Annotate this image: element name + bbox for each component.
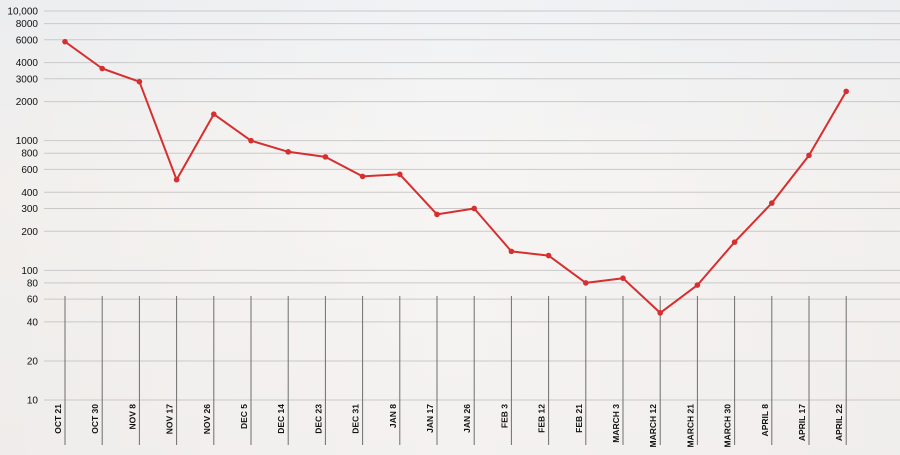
data-point xyxy=(359,173,366,180)
y-tick-label: 8000 xyxy=(16,19,39,30)
x-tick-label: JAN 8 xyxy=(388,404,398,428)
x-tick-label: DEC 5 xyxy=(239,404,249,429)
data-point xyxy=(806,152,812,159)
data-point xyxy=(434,211,440,218)
x-tick-label: FEB 12 xyxy=(537,404,547,433)
data-point xyxy=(285,149,292,155)
data-point xyxy=(731,239,738,245)
x-tick-label: NOV 17 xyxy=(165,404,175,435)
x-tick-label: OCT 21 xyxy=(53,404,63,434)
x-tick-label: APRIL 17 xyxy=(797,404,807,441)
x-tick-label: FEB 21 xyxy=(574,404,584,433)
data-point xyxy=(657,310,663,316)
x-tick-label: JAN 17 xyxy=(425,404,435,433)
x-tick-label: DEC 31 xyxy=(351,404,361,434)
y-tick-label: 6000 xyxy=(16,35,39,46)
y-tick-label: 40 xyxy=(27,317,39,328)
x-tick-label: NOV 8 xyxy=(127,404,137,430)
x-tick-label: FEB 3 xyxy=(499,404,509,428)
x-tick-label: APRIL 22 xyxy=(834,404,844,441)
y-tick-label: 80 xyxy=(27,278,39,289)
y-tick-label: 4000 xyxy=(16,58,39,69)
y-tick-label: 100 xyxy=(21,266,38,277)
y-tick-label: 10,000 xyxy=(7,7,38,18)
y-tick-label: 10 xyxy=(27,396,39,407)
series-line xyxy=(64,40,848,314)
x-tick-label: MARCH 3 xyxy=(611,404,621,443)
data-point xyxy=(508,248,515,255)
data-point xyxy=(173,176,180,183)
data-point xyxy=(62,38,68,45)
x-tick-label: APRIL 8 xyxy=(760,404,770,437)
x-tick-label: NOV 26 xyxy=(202,404,212,435)
grid-lines xyxy=(44,10,900,401)
data-point xyxy=(99,65,105,72)
y-tick-label: 200 xyxy=(21,227,38,238)
x-tick-label: MARCH 30 xyxy=(723,404,733,448)
data-point xyxy=(843,88,849,95)
y-tick-label: 60 xyxy=(27,295,39,306)
x-axis-ticks: OCT 21 OCT 30 NOV 8 NOV 17 NOV 26 DEC 5 DEC 14… xyxy=(53,404,844,448)
data-point xyxy=(397,171,403,178)
y-tick-label: 1000 xyxy=(16,136,39,147)
x-tick-label: MARCH 12 xyxy=(648,404,658,448)
data-point xyxy=(211,111,217,117)
data-point xyxy=(694,282,701,288)
data-point xyxy=(471,205,478,212)
data-points xyxy=(62,38,849,316)
x-tick-label: DEC 14 xyxy=(276,404,286,434)
data-point xyxy=(620,275,626,281)
category-lines xyxy=(64,296,847,445)
data-point xyxy=(583,280,589,286)
y-tick-label: 800 xyxy=(21,149,38,160)
data-point xyxy=(545,252,552,259)
y-tick-label: 300 xyxy=(21,204,38,215)
x-tick-label: DEC 23 xyxy=(313,404,323,434)
y-tick-label: 3000 xyxy=(16,74,39,85)
y-tick-label: 400 xyxy=(21,188,38,199)
x-tick-label: MARCH 21 xyxy=(685,404,695,448)
data-point xyxy=(322,154,329,160)
y-tick-label: 20 xyxy=(27,356,39,367)
y-tick-label: 2000 xyxy=(16,97,39,108)
x-tick-label: OCT 30 xyxy=(90,404,100,434)
x-tick-label: JAN 26 xyxy=(462,404,472,433)
data-point xyxy=(769,200,775,206)
data-point xyxy=(248,137,254,144)
data-point xyxy=(136,78,143,85)
y-tick-label: 600 xyxy=(21,165,38,176)
